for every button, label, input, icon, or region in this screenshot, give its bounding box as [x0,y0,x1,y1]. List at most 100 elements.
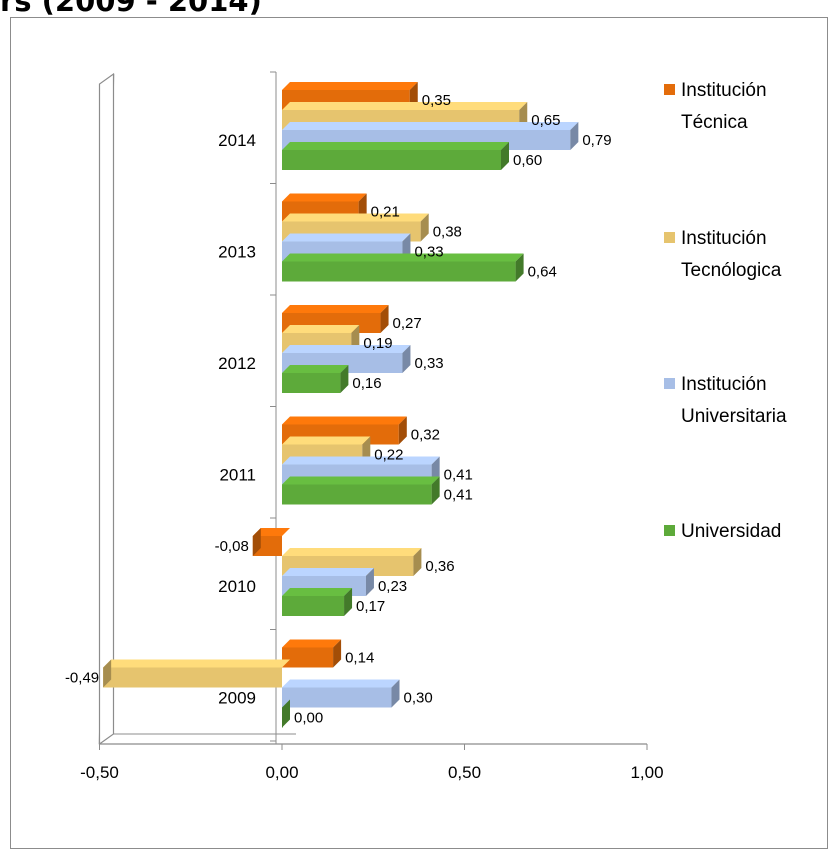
value-labels-layer: 0,35 0,65 0,79 0,60 0,21 0,38 0,33 0,64 0,270,19… [65,92,612,727]
value-label: 0,27 [393,315,422,332]
bar-2010-s3 [282,588,353,616]
bar-top [282,365,349,373]
bar-end [402,345,411,373]
bar-top [282,325,360,333]
bar-end [252,528,261,556]
bar-front [282,484,432,505]
bar-top [282,436,371,445]
bar-top [282,568,374,576]
legend: Institución Técnica Institución Tecnólogica… [664,80,787,542]
bar-top [282,122,579,130]
bar-end [340,365,349,393]
bar-2012-s3 [282,365,349,393]
bar-top [282,213,429,222]
bars-layer [103,82,579,728]
bar-2009-s3 [282,699,290,728]
value-label: 0,35 [422,92,451,109]
bar-end [282,699,290,728]
value-label: 0,36 [425,558,454,575]
value-label: 0,21 [371,204,400,221]
value-label: 0,16 [352,375,381,392]
bar-front [282,687,392,708]
bar-top [282,193,367,202]
value-label: 0,33 [414,355,443,372]
x-tick-label: -0,50 [80,763,119,782]
category-label: 2010 [218,577,256,596]
bar-top [282,456,440,465]
legend-label-line1: Universidad [681,521,781,542]
bar-end [365,568,374,596]
category-label: 2012 [218,354,256,373]
bar-2009-s2 [282,679,400,708]
bar-end [413,548,422,576]
x-tick-label: 0,50 [448,763,481,782]
value-label: 0,14 [345,650,374,667]
value-label: 0,33 [414,244,443,261]
bar-top [282,305,389,313]
value-label: 0,30 [404,690,433,707]
value-label: 0,41 [444,467,473,484]
bar-end [420,213,429,242]
value-label: 0,79 [582,132,611,149]
legend-label-line1: Institución [681,228,767,249]
bar-top [252,528,290,536]
value-label: 0,38 [433,224,462,241]
legend-entry: Institución Técnica [664,80,767,133]
legend-label-line2: Técnica [681,112,748,133]
chart-title-fragment: rs (2009 - 2014) [0,0,262,18]
legend-swatch [664,84,675,95]
bar-end [391,679,400,708]
legend-entry: Universidad [664,521,781,542]
bar-front [103,667,283,688]
value-label: 0,32 [411,427,440,444]
legend-swatch [664,378,675,389]
bar-end [431,476,440,505]
value-label: -0,49 [65,670,99,687]
value-label: 0,41 [444,487,473,504]
category-label: 2014 [218,131,256,150]
value-label: -0,08 [215,538,249,555]
bar-2009-s1 [103,659,291,688]
bar-end [570,122,579,150]
legend-swatch [664,232,675,243]
x-tick-label: 1,00 [630,763,663,782]
bar-top [282,476,440,485]
value-label: 0,65 [531,112,560,129]
value-label: 0,19 [363,335,392,352]
bar-end [398,416,407,445]
bar-top [103,659,291,668]
category-label: 2013 [218,243,256,262]
legend-entry: Institución Tecnólogica [664,228,782,281]
bar-2009-s0 [282,639,342,668]
bar-end [380,305,389,333]
value-label: 0,23 [378,578,407,595]
bar-end [501,142,509,170]
bar-front [282,150,501,170]
bar-top [282,588,353,596]
category-label: 2011 [219,466,256,485]
bar-2013-s3 [282,253,524,282]
legend-entry: Institución Universitaria [664,374,787,427]
bar-top [282,253,524,262]
bar-top [282,233,411,242]
bar-front [282,373,341,393]
x-tick-label: 0,00 [265,763,298,782]
bar-top [282,416,407,425]
bar-end [344,588,353,616]
value-label: 0,17 [356,598,385,615]
bar-top [282,679,400,688]
bar-2014-s3 [282,142,509,170]
legend-label-line2: Universitaria [681,406,787,427]
bar-2011-s3 [282,476,440,505]
bar-end [333,639,342,668]
bar-2010-s0 [252,528,290,556]
bar-front [282,647,334,668]
bar-top [282,639,342,648]
bar-top [282,548,422,556]
left-wall [98,72,115,746]
bar-top [282,345,411,353]
plot-walls [98,71,647,746]
legend-label-line2: Tecnólogica [681,260,782,281]
x-axis: -0,50 0,00 0,50 1,00 [80,744,664,782]
